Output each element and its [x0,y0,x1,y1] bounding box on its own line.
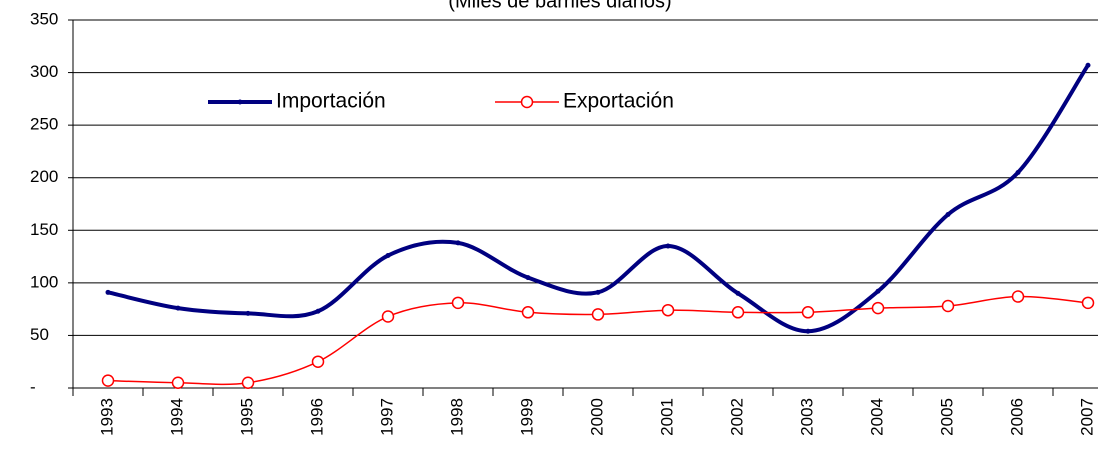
point [105,289,111,295]
point [735,290,741,296]
point [451,296,465,310]
point [175,305,181,311]
x-tick-label: 2003 [797,398,816,436]
x-tick-label: 2000 [587,398,606,436]
point [801,306,815,319]
x-tick-label: 2006 [1007,398,1026,436]
point [731,306,745,319]
series-line [107,64,1090,334]
point [591,308,605,321]
y-tick-label: 150 [30,220,58,239]
legend-label: Exportación [563,90,674,113]
legend-label: Importación [276,90,386,113]
x-tick-label: 1994 [167,398,186,436]
chart-subtitle: (Miles de barriles diarios) [448,0,671,12]
point [171,376,185,389]
point [941,299,955,313]
legend-marker [237,99,243,105]
point [101,374,115,387]
point [1015,169,1021,175]
point [1081,296,1095,310]
x-tick-label: 1995 [237,398,256,436]
y-tick-label: 200 [30,167,58,186]
x-tick-label: 1996 [307,398,326,436]
y-tick-label: 300 [30,62,58,81]
y-tick-label: - [30,377,36,396]
y-tick-label: 50 [30,325,49,344]
point [595,289,601,295]
x-tick-label: 1999 [517,398,536,436]
point [1011,290,1025,303]
x-tick-label: 2002 [727,398,746,436]
point [315,308,321,314]
point [245,310,251,316]
x-tick-label: 1997 [377,398,396,436]
x-tick-label: 1998 [447,398,466,436]
point [241,376,255,389]
y-tick-label: 250 [30,115,58,134]
legend-marker [520,95,534,109]
point [385,253,391,259]
x-tick-label: 2005 [937,398,956,436]
point [875,288,881,294]
point [311,355,325,368]
x-tick-label: 2007 [1077,398,1096,436]
point [661,303,675,317]
point [665,243,671,249]
y-tick-label: 100 [30,272,58,291]
point [455,240,461,246]
point [521,306,535,319]
point [945,212,951,218]
point [381,310,395,323]
x-tick-label: 1993 [97,398,116,436]
point [805,328,811,334]
x-tick-label: 2001 [657,398,676,436]
y-tick-label: 350 [30,9,58,28]
point [871,301,885,315]
point [525,275,531,281]
point [1085,62,1091,68]
x-tick-label: 2004 [867,398,886,436]
